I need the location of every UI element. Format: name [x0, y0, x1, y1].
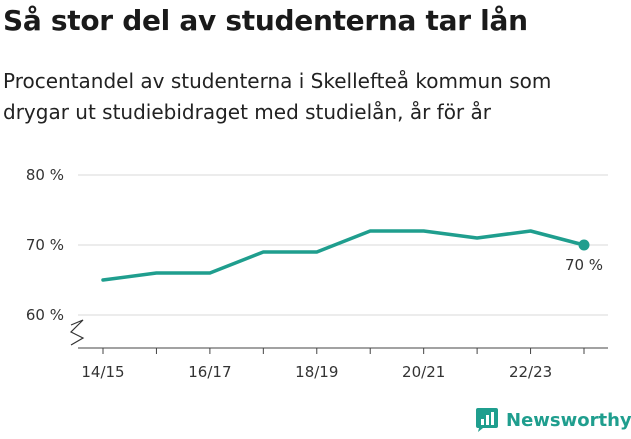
x-axis	[69, 319, 608, 349]
bar-chart-logo-icon	[476, 408, 498, 432]
brand-name: Newsworthy	[506, 409, 631, 431]
x-tick-label: 16/17	[188, 363, 231, 381]
y-tick-label: 70 %	[26, 236, 64, 254]
series-line-group	[101, 229, 590, 282]
series-line	[101, 229, 586, 282]
y-tick-label: 60 %	[26, 306, 64, 324]
x-ticks: 14/15 16/17 18/19 20/21 22/23	[81, 348, 585, 381]
chart-title: Så stor del av studenterna tar lån	[3, 4, 528, 37]
axis-break-icon	[69, 319, 85, 346]
y-gridlines	[78, 174, 608, 316]
x-tick-label: 20/21	[402, 363, 445, 381]
x-tick-label: 22/23	[509, 363, 552, 381]
y-tick-labels: 60 % 70 % 80 %	[26, 166, 64, 324]
x-tick-label: 14/15	[81, 363, 124, 381]
brand-logo: Newsworthy	[474, 407, 631, 433]
x-tick-label: 18/19	[295, 363, 338, 381]
y-tick-label: 80 %	[26, 166, 64, 184]
last-point-marker	[578, 239, 590, 251]
chart-subtitle: Procentandel av studenterna i Skellefteå…	[3, 69, 552, 124]
last-value-label: 70 %	[565, 256, 603, 274]
